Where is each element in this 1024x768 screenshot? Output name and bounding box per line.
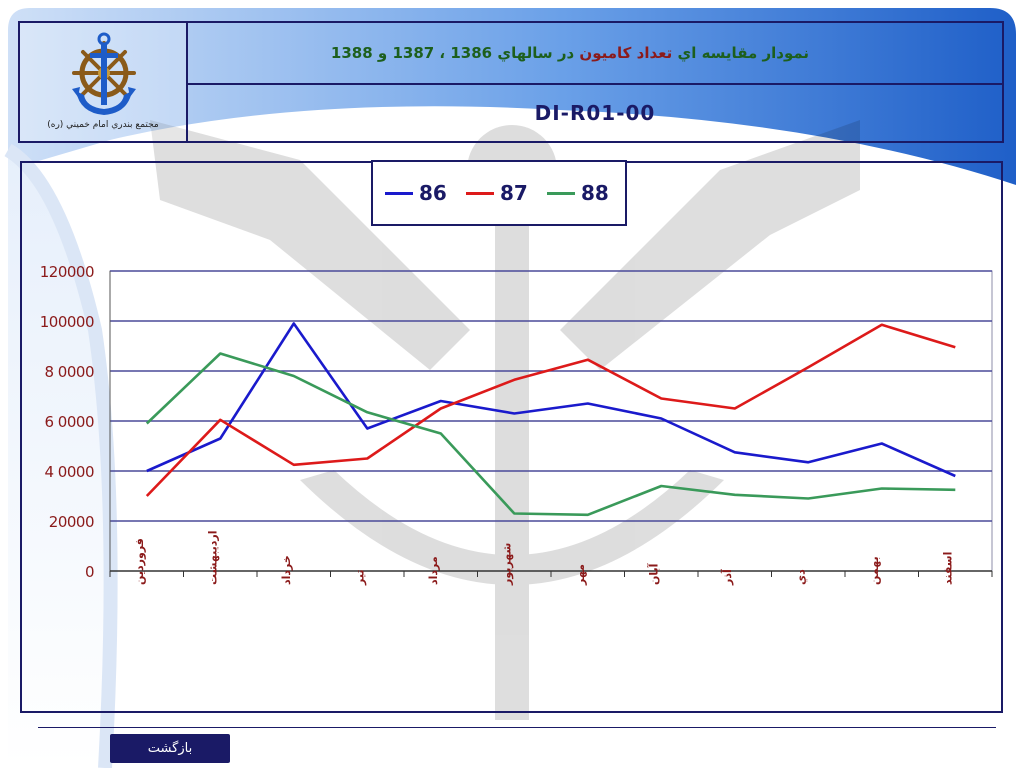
logo-cell: مجتمع بندري امام خميني (ره)	[20, 23, 188, 141]
x-tick-label: دي	[794, 569, 807, 585]
legend-swatch-86	[385, 191, 413, 195]
line-chart: 0 20000 4 0000 6 0000 8 0000 100000 120000 فرور…	[40, 263, 993, 586]
legend-swatch-87	[466, 191, 494, 195]
x-tick-label: بهمن	[868, 556, 881, 585]
x-tick-label: شهریور	[500, 543, 513, 586]
y-tick-label: 100000	[40, 313, 94, 331]
title-highlight: تعداد كاميون	[579, 44, 673, 62]
y-tick-label: 20000	[49, 513, 94, 531]
y-tick-label: 8 0000	[45, 363, 95, 381]
footer-divider	[38, 727, 996, 728]
chart-legend: 86 87 88	[371, 160, 627, 226]
anchor-wheel-logo-icon	[72, 32, 136, 115]
x-tick-label: تیر	[353, 570, 366, 586]
legend-item-86: 86	[385, 180, 447, 206]
series-line-87	[145, 323, 956, 497]
chart-title: نمودار مقايسه اي تعداد كاميون در سالهاي …	[331, 44, 809, 62]
y-tick-label: 6 0000	[45, 413, 95, 431]
x-tick-label: اسفند	[941, 552, 954, 585]
x-tick-label: فروردین	[133, 538, 146, 585]
document-code: DI-R01-00	[534, 101, 656, 125]
title-part-1: نمودار مقايسه اي	[672, 44, 810, 62]
series-line-86	[146, 322, 956, 478]
x-tick-label: خرداد	[280, 555, 293, 585]
x-tick-label: مرداد	[427, 556, 440, 585]
legend-label-87: 87	[500, 181, 528, 205]
x-tick-label: آبان	[646, 563, 660, 585]
title-part-2: در سالهاي 1386 ، 1387 و 1388	[330, 44, 580, 62]
legend-label-86: 86	[419, 181, 447, 205]
y-tick-label: 4 0000	[45, 463, 95, 481]
code-cell: DI-R01-00	[188, 85, 1002, 141]
legend-swatch-88	[547, 191, 575, 195]
header-box: مجتمع بندري امام خميني (ره) نمودار مقايس…	[18, 21, 1004, 143]
series-line-88	[145, 352, 956, 517]
title-cell: نمودار مقايسه اي تعداد كاميون در سالهاي …	[188, 23, 1002, 85]
legend-item-88: 88	[547, 180, 609, 206]
y-tick-label: 120000	[40, 263, 94, 281]
y-tick-label: 0	[85, 563, 94, 581]
x-tick-label: مهر	[574, 564, 587, 586]
legend-label-88: 88	[581, 181, 609, 205]
chart-panel: 0 20000 4 0000 6 0000 8 0000 100000 120000 فرور…	[20, 161, 1003, 713]
x-tick-label: آذر	[720, 569, 734, 586]
legend-item-87: 87	[466, 180, 528, 206]
back-button[interactable]: بازگشت	[110, 734, 230, 763]
x-tick-label: اردیبهشت	[206, 531, 219, 585]
logo-caption: مجتمع بندري امام خميني (ره)	[47, 120, 159, 130]
